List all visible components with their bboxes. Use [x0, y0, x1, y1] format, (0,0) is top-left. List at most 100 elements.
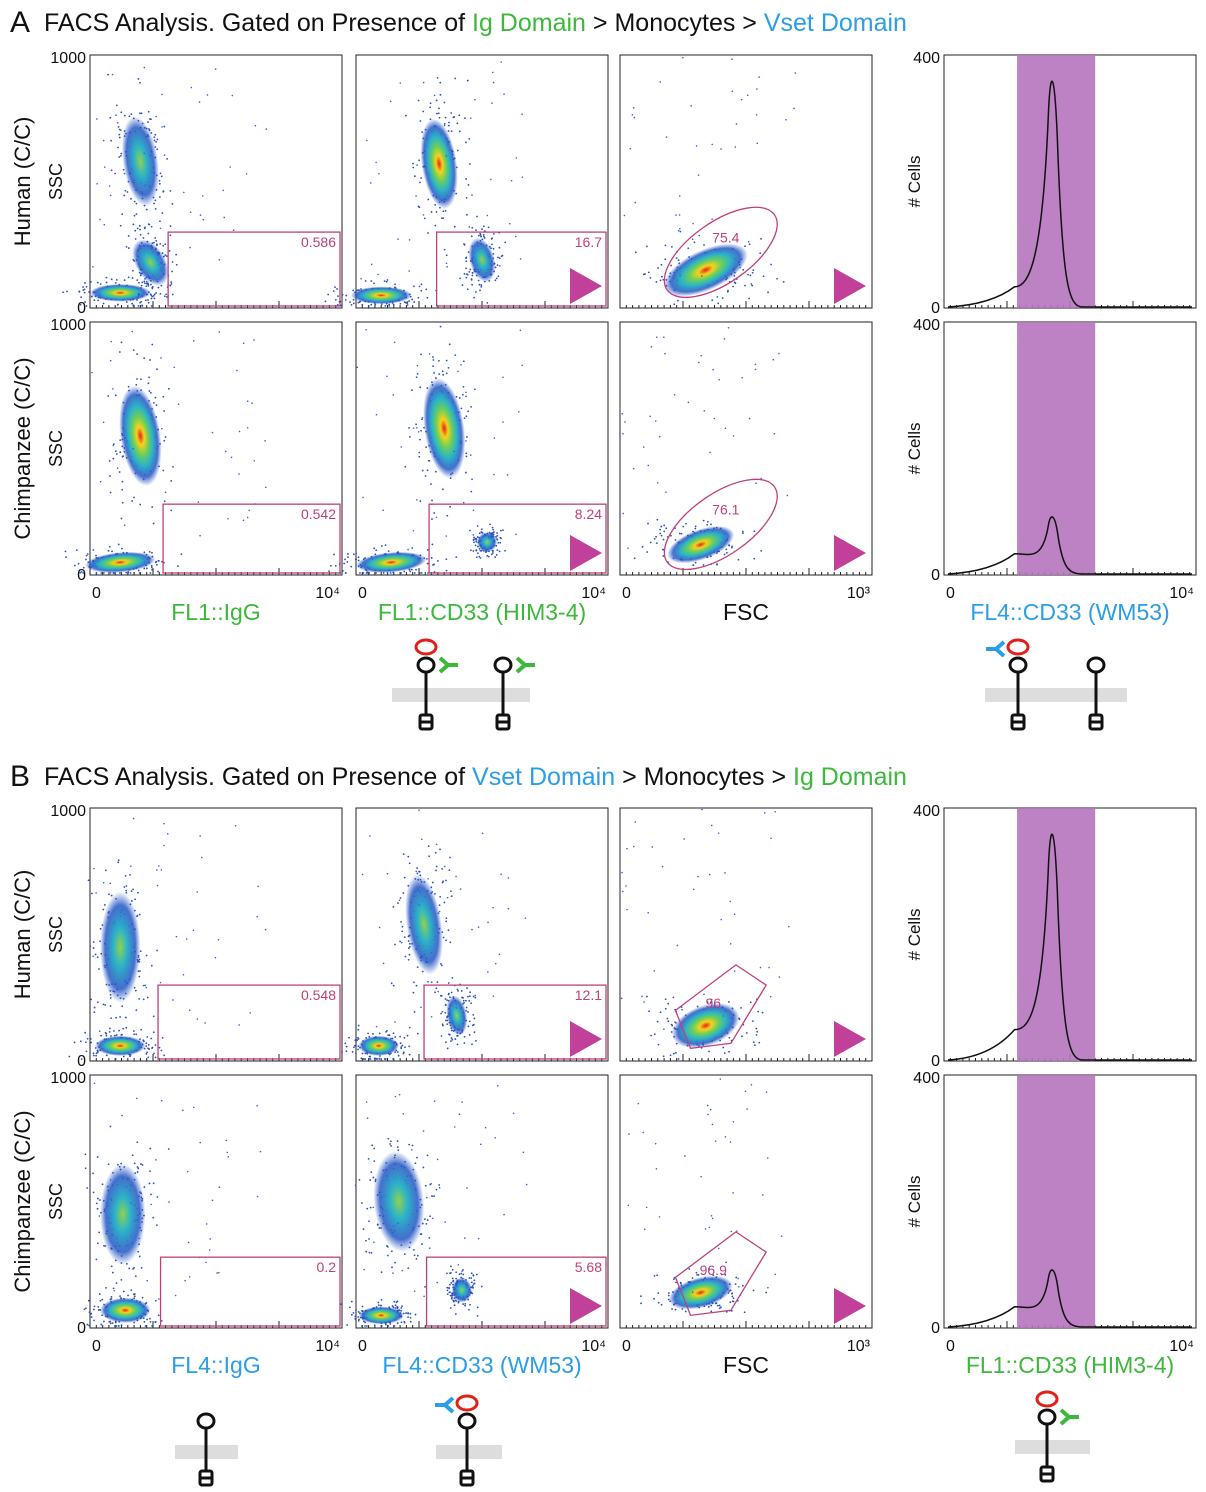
- event-dot: [434, 224, 437, 227]
- event-dot: [718, 378, 721, 381]
- event-dot: [103, 223, 106, 226]
- event-dot: [166, 158, 169, 160]
- event-dot: [419, 120, 422, 122]
- event-dot: [128, 115, 131, 118]
- event-dot: [253, 339, 255, 341]
- event-dot: [153, 202, 155, 205]
- event-dot: [768, 966, 770, 969]
- event-dot: [478, 555, 481, 558]
- event-dot: [137, 293, 140, 296]
- event-dot: [446, 1047, 449, 1050]
- event-dot: [696, 1273, 698, 1276]
- event-dot: [698, 234, 701, 237]
- event-dot: [107, 73, 110, 76]
- event-dot: [432, 359, 435, 361]
- event-dot: [502, 529, 504, 532]
- event-dot: [748, 243, 751, 246]
- membrane: [436, 1445, 502, 1459]
- event-dot: [352, 289, 354, 292]
- event-dot: [214, 68, 217, 70]
- event-dot: [348, 1306, 351, 1309]
- gate-value: 96.9: [700, 1262, 727, 1278]
- event-dot: [393, 341, 396, 344]
- event-dot: [352, 553, 355, 556]
- event-dot: [93, 1082, 96, 1085]
- event-dot: [463, 417, 466, 420]
- event-dot: [144, 282, 146, 285]
- event-dot: [432, 564, 434, 566]
- event-dot: [478, 532, 481, 535]
- event-dot: [521, 113, 523, 116]
- event-dot: [396, 1146, 399, 1149]
- event-dot: [426, 1219, 429, 1221]
- event-dot: [85, 285, 88, 288]
- event-dot: [109, 194, 112, 197]
- event-dot: [757, 1010, 760, 1013]
- event-dot: [416, 427, 418, 429]
- event-dot: [99, 480, 102, 483]
- event-dot: [409, 1320, 412, 1323]
- event-dot: [256, 1105, 258, 1107]
- event-dot: [114, 281, 117, 284]
- gate-value: 0.586: [301, 234, 336, 250]
- event-dot: [443, 901, 446, 904]
- y-axis-label: SSC: [46, 430, 66, 467]
- event-dot: [242, 342, 245, 345]
- event-dot: [724, 1136, 727, 1138]
- event-dot: [150, 1037, 153, 1040]
- event-dot: [391, 1305, 394, 1307]
- event-dot: [218, 258, 221, 261]
- event-dot: [436, 112, 438, 115]
- event-dot: [623, 214, 626, 217]
- event-dot: [375, 413, 378, 416]
- event-dot: [728, 1050, 730, 1053]
- event-dot: [127, 1294, 129, 1297]
- event-dot: [150, 225, 153, 228]
- y-tick-label: 0: [77, 567, 86, 584]
- event-dot: [454, 77, 457, 80]
- event-dot: [396, 1051, 399, 1053]
- event-dot: [152, 1216, 155, 1219]
- event-dot: [141, 281, 144, 284]
- event-dot: [720, 1306, 722, 1309]
- event-dot: [445, 1019, 447, 1022]
- event-dot: [136, 279, 139, 282]
- event-dot: [778, 352, 780, 355]
- event-dot: [140, 1163, 142, 1165]
- event-dot: [708, 1226, 711, 1229]
- event-dot: [446, 1272, 448, 1275]
- event-dot: [655, 281, 658, 283]
- event-dot: [355, 552, 358, 555]
- event-dot: [432, 356, 434, 358]
- event-dot: [462, 501, 465, 504]
- event-dot: [227, 1156, 230, 1158]
- event-dot: [354, 1052, 357, 1055]
- event-dot: [430, 211, 433, 213]
- event-dot: [632, 467, 635, 470]
- event-dot: [467, 995, 469, 998]
- y-tick-label: 400: [913, 50, 940, 67]
- event-dot: [421, 1243, 423, 1246]
- event-dot: [632, 106, 635, 109]
- event-dot: [415, 1257, 418, 1260]
- event-dot: [658, 1216, 661, 1218]
- event-dot: [492, 550, 494, 552]
- density-cloud: [85, 551, 156, 573]
- event-dot: [749, 1001, 752, 1004]
- event-dot: [129, 572, 132, 574]
- event-dot: [496, 264, 499, 267]
- event-dot: [360, 1202, 363, 1204]
- event-dot: [134, 1219, 137, 1222]
- event-dot: [143, 280, 146, 283]
- event-dot: [103, 904, 106, 906]
- event-dot: [436, 1158, 439, 1161]
- event-dot: [157, 570, 160, 573]
- event-dot: [161, 126, 163, 128]
- event-dot: [410, 568, 413, 571]
- event-dot: [496, 534, 499, 537]
- event-dot: [409, 570, 412, 573]
- event-dot: [653, 970, 656, 972]
- event-dot: [770, 837, 772, 840]
- event-dot: [739, 266, 741, 269]
- event-dot: [512, 1112, 515, 1115]
